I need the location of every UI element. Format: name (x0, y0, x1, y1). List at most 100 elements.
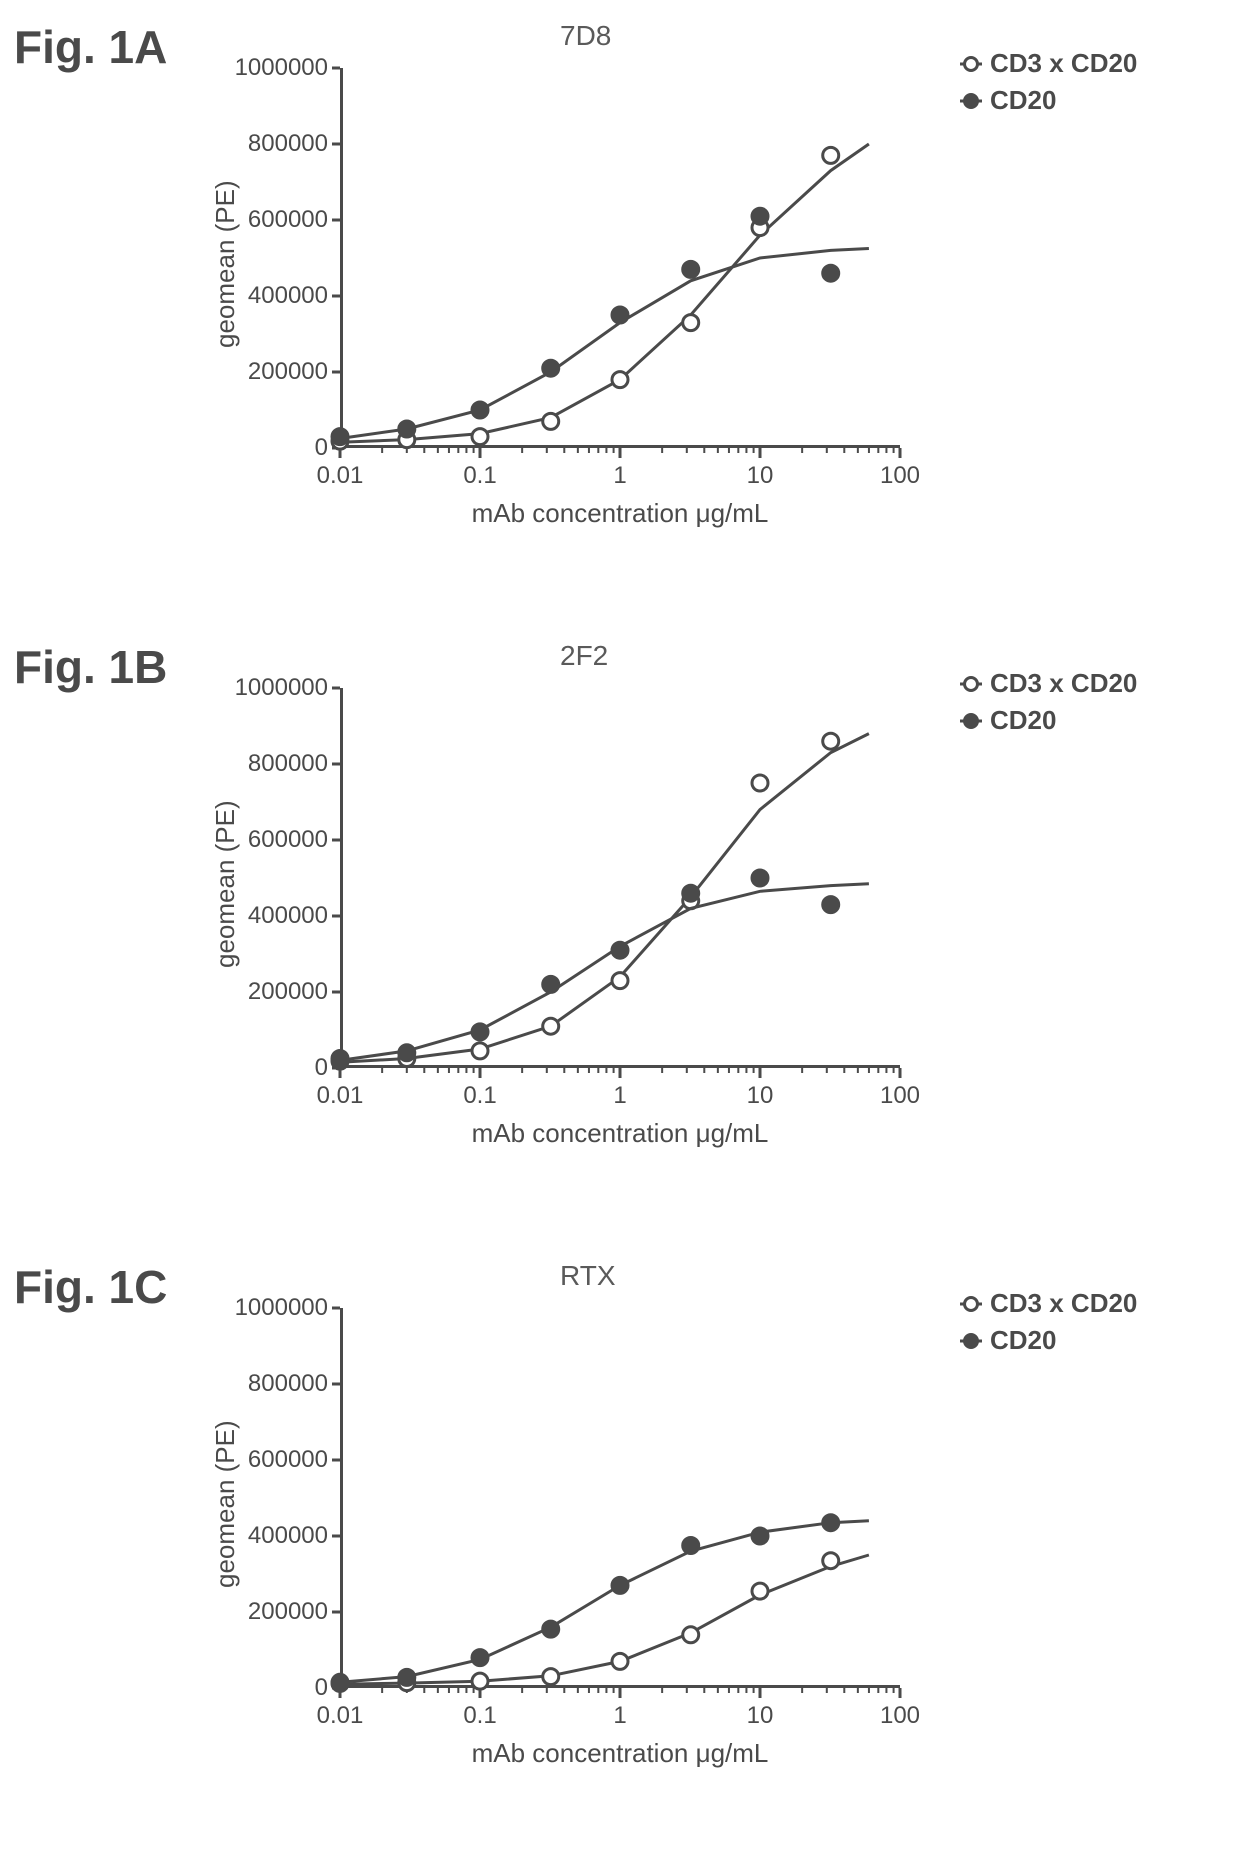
x-tick-label: 0.01 (310, 1702, 370, 1730)
filled-circle-icon (543, 360, 559, 376)
x-tick-label: 0.1 (450, 1702, 510, 1730)
filled-circle-icon (472, 1650, 488, 1666)
y-tick-label: 1000000 (235, 1294, 328, 1322)
legend: CD3 x CD20 CD20 (960, 48, 1137, 122)
y-tick-label: 800000 (248, 130, 328, 158)
open-circle-icon (960, 673, 982, 695)
x-tick-label: 1 (590, 1082, 650, 1110)
x-tick-label: 1 (590, 462, 650, 490)
legend-label: CD3 x CD20 (990, 668, 1137, 699)
y-tick-label: 400000 (248, 282, 328, 310)
filled-circle-icon (332, 429, 348, 445)
x-tick-label: 0.01 (310, 1082, 370, 1110)
x-tick-label: 100 (870, 1702, 930, 1730)
filled-circle-icon (960, 90, 982, 112)
y-tick-label: 400000 (248, 1522, 328, 1550)
plot-svg (340, 68, 902, 450)
filled-circle-icon (960, 710, 982, 732)
legend-item: CD3 x CD20 (960, 668, 1137, 699)
filled-circle-icon (612, 307, 628, 323)
filled-circle-icon (823, 897, 839, 913)
legend: CD3 x CD20 CD20 (960, 1288, 1137, 1362)
plot-svg (340, 1308, 902, 1690)
filled-circle-icon (543, 976, 559, 992)
x-tick-label: 0.01 (310, 462, 370, 490)
legend-item: CD20 (960, 1325, 1137, 1356)
open-circle-icon (612, 372, 628, 388)
fig-label: Fig. 1B (14, 640, 167, 694)
open-circle-icon (960, 53, 982, 75)
legend-label: CD20 (990, 85, 1056, 116)
filled-circle-icon (752, 1528, 768, 1544)
y-tick-label: 800000 (248, 750, 328, 778)
x-tick-label: 1 (590, 1702, 650, 1730)
open-circle-icon (543, 1669, 559, 1685)
open-circle-icon (472, 1673, 488, 1689)
filled-circle-icon (332, 1051, 348, 1067)
y-tick-label: 400000 (248, 902, 328, 930)
filled-circle-icon (612, 1577, 628, 1593)
legend-item: CD3 x CD20 (960, 48, 1137, 79)
panel-C: Fig. 1CRTXCD3 x CD20CD200200000400000600… (0, 1260, 1240, 1860)
legend-item: CD20 (960, 85, 1137, 116)
series-line-cd20 (340, 249, 869, 439)
y-tick-label: 600000 (248, 206, 328, 234)
legend-item: CD3 x CD20 (960, 1288, 1137, 1319)
filled-circle-icon (332, 1674, 348, 1690)
open-circle-icon (752, 775, 768, 791)
open-circle-icon (683, 1627, 699, 1643)
open-circle-icon (823, 147, 839, 163)
open-circle-icon (543, 1018, 559, 1034)
x-tick-label: 0.1 (450, 462, 510, 490)
open-circle-icon (823, 733, 839, 749)
open-circle-icon (960, 1293, 982, 1315)
series-line-cd3xcd20 (340, 734, 869, 1063)
x-tick-label: 100 (870, 1082, 930, 1110)
open-circle-icon (752, 1583, 768, 1599)
x-tick-label: 10 (730, 1702, 790, 1730)
legend: CD3 x CD20 CD20 (960, 668, 1137, 742)
legend-item: CD20 (960, 705, 1137, 736)
y-tick-label: 1000000 (235, 674, 328, 702)
filled-circle-icon (399, 1669, 415, 1685)
filled-circle-icon (683, 1538, 699, 1554)
x-axis-label: mAb concentration μg/mL (340, 498, 900, 529)
series-line-cd3xcd20 (340, 1555, 869, 1684)
fig-label: Fig. 1A (14, 20, 167, 74)
filled-circle-icon (752, 208, 768, 224)
filled-circle-icon (752, 870, 768, 886)
filled-circle-icon (543, 1621, 559, 1637)
chart-title: 2F2 (560, 640, 608, 672)
filled-circle-icon (960, 1330, 982, 1352)
open-circle-icon (543, 413, 559, 429)
y-tick-label: 600000 (248, 1446, 328, 1474)
open-circle-icon (472, 429, 488, 445)
x-axis-label: mAb concentration μg/mL (340, 1738, 900, 1769)
page: Fig. 1A 7D8 CD3 x CD20 CD20 0 200000 400000 600… (0, 0, 1240, 1873)
chart-title: 7D8 (560, 20, 611, 52)
y-axis-label: geomean (PE) (210, 180, 241, 348)
legend-label: CD3 x CD20 (990, 1288, 1137, 1319)
open-circle-icon (612, 973, 628, 989)
filled-circle-icon (399, 1045, 415, 1061)
y-tick-label: 800000 (248, 1370, 328, 1398)
series-line-cd20 (340, 1521, 869, 1683)
y-axis-label: geomean (PE) (210, 800, 241, 968)
filled-circle-icon (612, 942, 628, 958)
fig-label: Fig. 1C (14, 1260, 167, 1314)
y-axis-label: geomean (PE) (210, 1420, 241, 1588)
x-tick-label: 100 (870, 462, 930, 490)
y-tick-label: 0 (315, 1054, 328, 1082)
open-circle-icon (472, 1043, 488, 1059)
panel-B: Fig. 1B2F2CD3 x CD20CD200200000400000600… (0, 640, 1240, 1240)
filled-circle-icon (823, 1515, 839, 1531)
filled-circle-icon (472, 1024, 488, 1040)
plot-svg (340, 688, 902, 1070)
y-tick-label: 200000 (248, 978, 328, 1006)
legend-label: CD20 (990, 705, 1056, 736)
filled-circle-icon (399, 421, 415, 437)
filled-circle-icon (683, 261, 699, 277)
series-line-cd20 (340, 884, 869, 1061)
panel-A: Fig. 1A7D8CD3 x CD20CD200200000400000600… (0, 20, 1240, 620)
legend-label: CD3 x CD20 (990, 48, 1137, 79)
